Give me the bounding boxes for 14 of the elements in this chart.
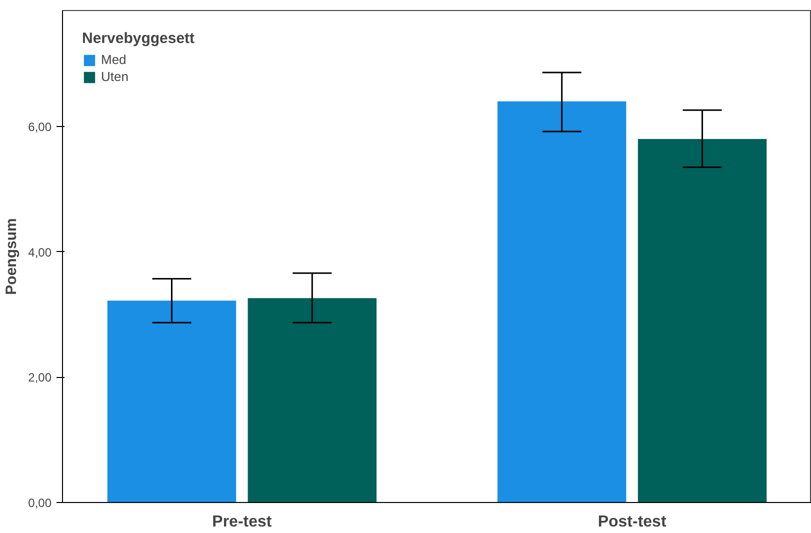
y-tick-label: 2,00 bbox=[28, 370, 52, 385]
y-axis-title: Poengsum bbox=[3, 218, 20, 295]
bar bbox=[248, 298, 377, 502]
bar bbox=[497, 101, 626, 502]
x-tick-label: Pre-test bbox=[212, 514, 272, 530]
y-tick-label: 6,00 bbox=[28, 120, 52, 134]
legend-title: Nervebyggesett bbox=[82, 30, 195, 47]
y-tick-label: 4,00 bbox=[28, 245, 52, 260]
bar bbox=[107, 300, 236, 502]
legend-label: Med bbox=[101, 52, 126, 67]
x-tick-label: Post-test bbox=[598, 514, 667, 530]
legend-label: Uten bbox=[101, 69, 128, 84]
y-tick-label: 0,00 bbox=[28, 496, 52, 510]
bar bbox=[638, 138, 767, 502]
